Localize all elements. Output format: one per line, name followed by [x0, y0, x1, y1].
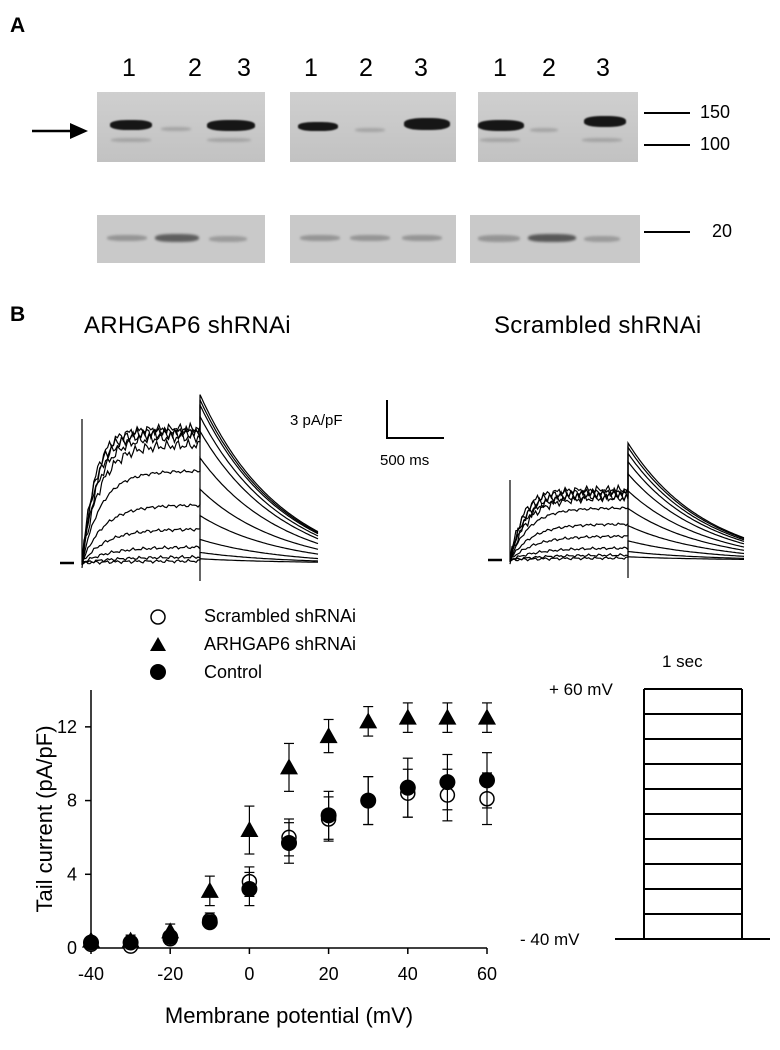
data-point-control: [479, 772, 495, 789]
legend-label-scrambled: Scrambled shRNAi: [204, 606, 357, 626]
data-point-arhgap6: [478, 708, 496, 725]
lane-label: 1: [493, 54, 507, 82]
panel-a-label: A: [10, 14, 26, 37]
mw-marker-line-100: [644, 144, 690, 146]
mw-marker-line-20: [644, 231, 690, 233]
y-tick-label: 4: [67, 864, 77, 884]
filled-triangle-icon: [150, 637, 166, 651]
legend-label-arhgap6: ARHGAP6 shRNAi: [204, 634, 357, 654]
y-tick-label: 8: [67, 791, 77, 811]
data-point-control: [320, 807, 337, 824]
scale-bar: [386, 400, 444, 439]
y-tick-label: 0: [67, 938, 77, 958]
lane-label: 1: [122, 54, 136, 82]
data-point-arhgap6: [121, 931, 140, 948]
tail-current-chart: -40 -20 0 20 40 60 0 4 8 12 Membrane potential (mV…: [32, 690, 497, 1028]
lane-label: 2: [188, 54, 202, 82]
x-tick-label: 0: [244, 964, 254, 984]
current-trace: [509, 540, 745, 561]
lane-label: 3: [414, 54, 428, 82]
western-blot-bottom-2: [290, 215, 456, 263]
current-trace: [81, 538, 319, 564]
current-trace: [81, 558, 318, 565]
current-trace: [509, 451, 745, 562]
protocol-duration-label: 1 sec: [662, 652, 703, 671]
data-point-control: [201, 914, 218, 931]
current-trace: [509, 507, 745, 561]
western-blot-top-2: [290, 92, 456, 162]
data-point-arhgap6: [240, 821, 259, 838]
data-point-arhgap6: [280, 758, 298, 775]
left-trace-title: ARHGAP6 shRNAi: [84, 312, 291, 339]
y-axis-label: Tail current (pA/pF): [32, 725, 57, 912]
mw-marker-20: 20: [712, 221, 733, 241]
scale-time-label: 500 ms: [380, 452, 430, 469]
data-point-control: [399, 779, 416, 796]
current-trace: [509, 550, 745, 562]
western-blot-bottom-3: [470, 215, 640, 263]
x-tick-label: 40: [398, 964, 418, 984]
scale-current-label: 3 pA/pF: [290, 412, 343, 429]
current-trace: [509, 555, 744, 562]
x-tick-label: 60: [477, 964, 497, 984]
data-point-arhgap6: [359, 712, 378, 729]
right-trace-title: Scrambled shRNAi: [494, 312, 702, 339]
current-trace: [509, 445, 745, 560]
current-trace: [509, 524, 745, 561]
lane-label: 2: [542, 54, 556, 82]
current-trace: [81, 455, 319, 562]
data-point-control: [241, 881, 258, 898]
western-blot-top-3: [478, 92, 638, 162]
data-point-arhgap6: [319, 727, 338, 744]
lane-label: 1: [304, 54, 318, 82]
mw-marker-line-150: [644, 112, 690, 114]
open-circle-icon: [150, 609, 166, 625]
protocol-bottom-label: - 40 mV: [520, 930, 580, 949]
current-trace: [81, 394, 319, 565]
voltage-protocol-diagram: [615, 688, 770, 940]
current-trace: [509, 489, 745, 560]
current-trace: [81, 551, 319, 566]
panel-b-label: B: [10, 303, 26, 326]
mw-marker-150: 150: [700, 102, 731, 122]
data-point-arhgap6: [82, 931, 100, 948]
current-trace-scrambled: [488, 440, 745, 578]
data-point-control: [281, 834, 297, 851]
filled-circle-icon: [150, 664, 166, 680]
current-trace: [509, 472, 745, 559]
x-axis-label: Membrane potential (mV): [165, 1003, 413, 1028]
data-point-control: [360, 792, 377, 809]
current-trace-arhgap6: [60, 394, 319, 581]
western-blot-bottom-1: [97, 215, 265, 263]
data-point-control: [439, 774, 456, 791]
mw-marker-100: 100: [700, 134, 731, 154]
current-trace: [509, 440, 745, 562]
x-tick-label: 20: [319, 964, 339, 984]
lane-label: 3: [596, 54, 610, 82]
data-point-arhgap6: [161, 922, 180, 939]
current-trace: [81, 487, 319, 564]
x-tick-label: -20: [157, 964, 183, 984]
data-point-arhgap6: [438, 708, 457, 725]
arrow-icon: [32, 123, 88, 139]
x-tick-label: -40: [78, 964, 104, 984]
legend-label-control: Control: [204, 662, 263, 682]
lane-label: 3: [237, 54, 251, 82]
western-blot-top-1: [97, 92, 265, 162]
data-point-arhgap6: [200, 881, 219, 898]
current-trace: [81, 514, 319, 564]
data-point-arhgap6: [398, 708, 417, 725]
lane-label: 2: [359, 54, 373, 82]
protocol-top-label: + 60 mV: [549, 680, 613, 699]
y-tick-label: 12: [57, 717, 77, 737]
